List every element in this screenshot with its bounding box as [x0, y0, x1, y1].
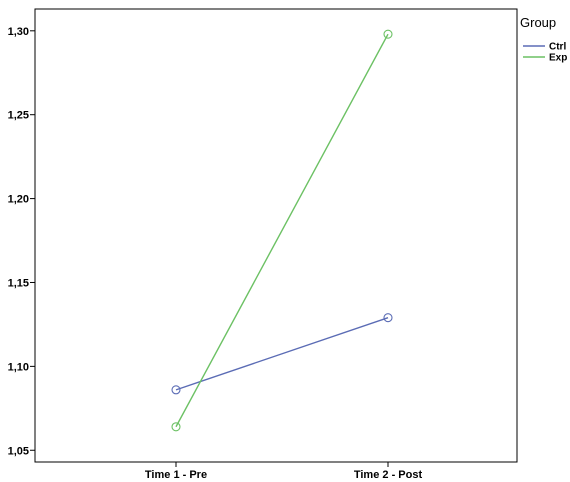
data-point-ctrl	[383, 313, 393, 323]
legend-label-ctrl: Ctrl	[549, 42, 566, 53]
x-tick-label: Time 1 - Pre	[145, 469, 207, 481]
x-axis: Time 1 - Pre Time 2 - Post	[145, 462, 423, 481]
y-axis: 1,05 1,10 1,15 1,20 1,25 1,30	[8, 26, 35, 457]
data-point-ctrl	[171, 385, 181, 395]
y-tick-label: 1,15	[8, 277, 29, 289]
legend-title: Group	[520, 15, 556, 30]
series-line-ctrl	[175, 317, 389, 391]
y-tick-label: 1,10	[8, 361, 29, 373]
y-tick-label: 1,05	[8, 445, 29, 457]
y-tick-label: 1,25	[8, 110, 29, 122]
plot-frame	[34, 8, 518, 463]
data-point-exp	[171, 422, 181, 432]
legend-label-exp: Exp	[549, 53, 567, 64]
series-line-exp	[175, 33, 389, 428]
y-tick-label: 1,20	[8, 194, 29, 206]
y-tick-label: 1,30	[8, 26, 29, 38]
data-point-exp	[383, 29, 393, 39]
series-layer	[171, 29, 393, 432]
x-tick-label: Time 2 - Post	[354, 469, 423, 481]
